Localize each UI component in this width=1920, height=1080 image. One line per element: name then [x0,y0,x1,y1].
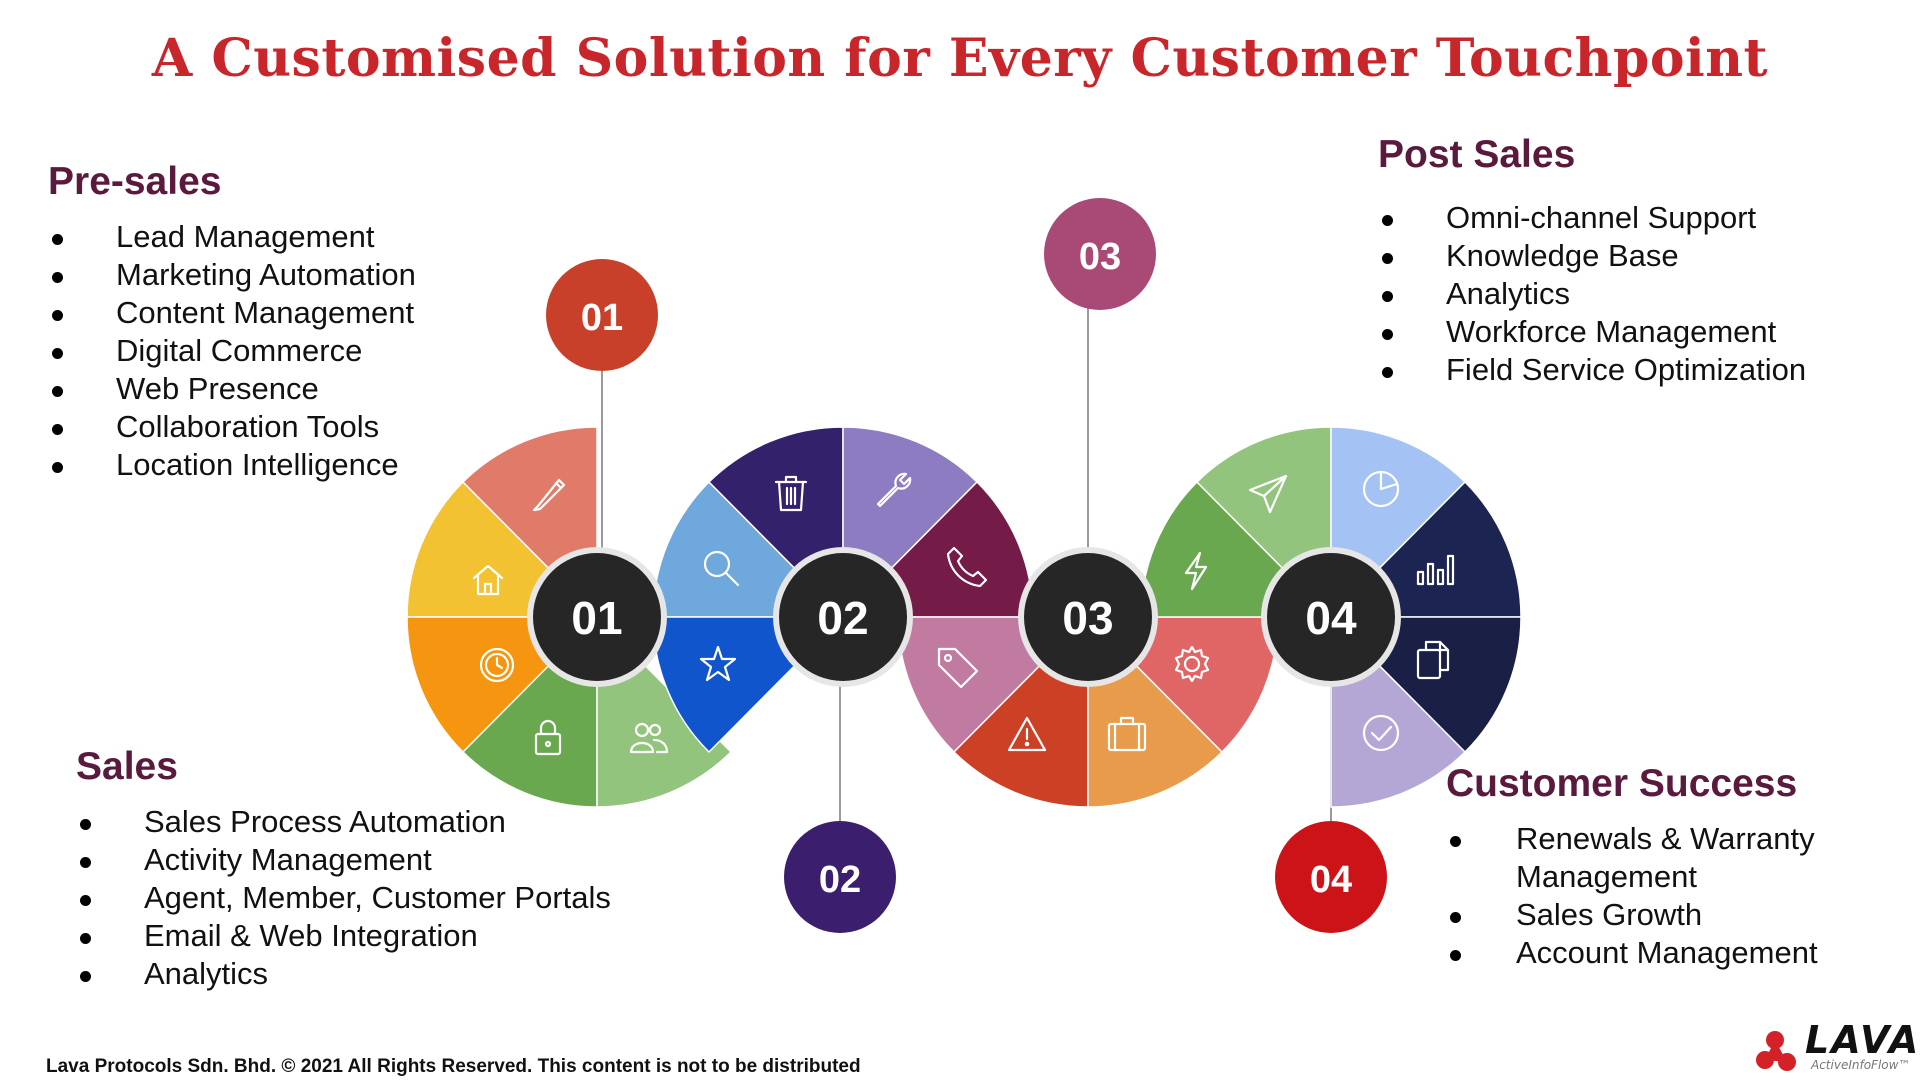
hub-label-03: 03 [1062,592,1113,644]
home-icon [472,564,504,596]
gear-icon [1174,645,1210,683]
page-title: A Customised Solution for Every Customer… [151,28,1769,89]
sales-list: Sales Process Automation Activity Manage… [76,803,611,993]
customer-success-list: Renewals & Warranty Management Sales Gro… [1446,820,1906,972]
star-icon [699,645,737,682]
list-item: Agent, Member, Customer Portals [76,879,611,917]
presales-heading: Pre-sales [48,160,222,203]
badge-label-01: 01 [581,297,623,339]
bar-chart-icon [1416,554,1455,586]
lava-logo: LAVA ActiveInfoFlow™ [1755,1018,1920,1078]
list-item: Renewals & Warranty Management [1446,820,1906,896]
lock-icon [534,719,562,756]
badge-circle-04 [1275,821,1387,933]
briefcase-icon [1107,716,1147,752]
lava-logo-mark-icon [1756,1031,1796,1071]
postsales-section: Post Sales Omni-channel Support Knowledg… [1378,133,1806,389]
list-item: Location Intelligence [48,446,416,484]
copy-icon [1416,640,1450,680]
list-item: Omni-channel Support [1378,199,1806,237]
presales-list: Lead Management Marketing Automation Con… [48,218,416,484]
postsales-list: Omni-channel Support Knowledge Base Anal… [1378,199,1806,389]
badge-label-02: 02 [819,859,861,901]
badge-circle-03 [1044,198,1156,310]
hub-04 [1267,553,1395,681]
list-item: Sales Process Automation [76,803,611,841]
list-item: Sales Growth [1446,896,1906,934]
logo-wordmark: LAVA [1805,1018,1920,1062]
hub-label-02: 02 [817,592,868,644]
list-item: Knowledge Base [1378,237,1806,275]
list-item: Field Service Optimization [1378,351,1806,389]
list-item: Analytics [76,955,611,993]
badge-label-03: 03 [1079,236,1121,278]
stage-badges [546,198,1387,933]
pie-chart-icon [1362,470,1400,508]
clock-icon [479,647,515,683]
list-item: Content Management [48,294,416,332]
stage-03-wheel [897,615,1279,808]
send-icon [1248,474,1288,514]
list-item: Collaboration Tools [48,408,416,446]
tag-icon [937,647,979,689]
users-icon [629,722,669,754]
customer-success-section: Customer Success Renewals & Warranty Man… [1446,762,1906,972]
list-item: Web Presence [48,370,416,408]
presales-section: Pre-sales Lead Management Marketing Auto… [48,160,416,484]
sales-heading: Sales [76,745,178,788]
warning-icon [1007,716,1047,752]
hub-03 [1024,553,1152,681]
badge-circle-02 [784,821,896,933]
check-icon [1362,714,1400,752]
sales-section: Sales Sales Process Automation Activity … [76,745,611,993]
list-item: Workforce Management [1378,313,1806,351]
hub-01 [533,553,661,681]
trash-icon [774,475,808,512]
pencil-icon [532,478,566,512]
wrench-icon [876,472,912,508]
badge-label-04: 04 [1310,859,1352,901]
list-item: Account Management [1446,934,1906,972]
list-item: Lead Management [48,218,416,256]
footer-copyright: Lava Protocols Sdn. Bhd. © 2021 All Righ… [46,1056,861,1077]
customer-success-heading: Customer Success [1446,762,1798,805]
stage-hubs [527,547,1401,687]
list-item: Activity Management [76,841,611,879]
list-item: Analytics [1378,275,1806,313]
list-item: Digital Commerce [48,332,416,370]
list-item: Marketing Automation [48,256,416,294]
postsales-heading: Post Sales [1378,133,1576,176]
hub-02 [779,553,907,681]
logo-tagline: ActiveInfoFlow™ [1811,1058,1911,1072]
hub-label-01: 01 [571,592,622,644]
lightning-icon [1184,551,1208,591]
badge-circle-01 [546,259,658,371]
hub-label-04: 04 [1305,592,1357,644]
search-icon [703,550,740,587]
list-item: Email & Web Integration [76,917,611,955]
phone-icon [946,546,988,588]
